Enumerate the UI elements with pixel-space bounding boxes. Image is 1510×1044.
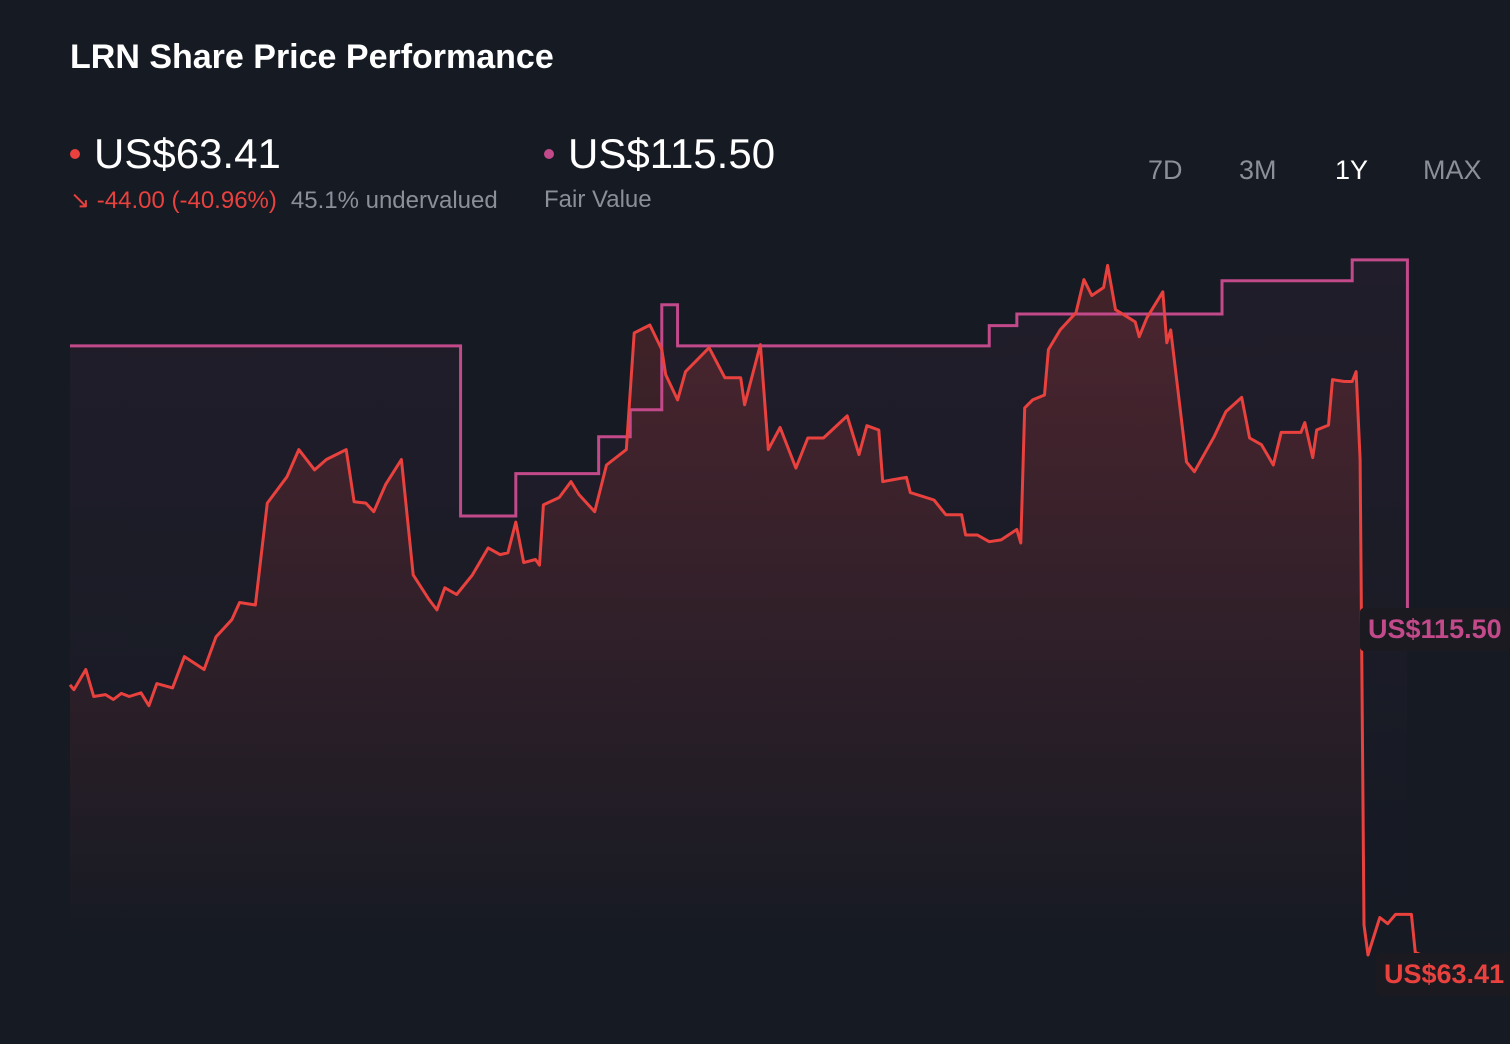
fair-value-dot-icon xyxy=(544,149,554,159)
timeframe-3m[interactable]: 3M xyxy=(1239,155,1277,185)
price-change: -44.00 (-40.96%) xyxy=(96,187,277,214)
page-title: LRN Share Price Performance xyxy=(70,38,554,76)
fair-value-price: US$115.50 xyxy=(568,130,776,177)
price-area xyxy=(70,265,1510,962)
valuation-status: 45.1% undervalued xyxy=(290,187,498,214)
fair-value-end-label: US$115.50 xyxy=(1360,608,1510,651)
fair-value-line xyxy=(70,258,1409,636)
timeframe-max[interactable]: MAX xyxy=(1423,155,1482,185)
price-end-label: US$63.41 xyxy=(1376,953,1510,996)
fair-value-legend: US$115.50 Fair Value xyxy=(544,130,775,214)
price-dot-icon xyxy=(70,149,80,159)
arrow-down-right-icon: ↘ xyxy=(70,187,91,214)
timeframe-7d[interactable]: 7D xyxy=(1148,155,1183,185)
price-line xyxy=(68,263,1510,964)
price-legend: US$63.41 ↘ -44.00 (-40.96%) 45.1% underva… xyxy=(70,130,498,215)
fair-value-label: Fair Value xyxy=(544,186,652,213)
timeframe-1y[interactable]: 1Y xyxy=(1335,155,1369,185)
current-price: US$63.41 xyxy=(94,130,281,177)
